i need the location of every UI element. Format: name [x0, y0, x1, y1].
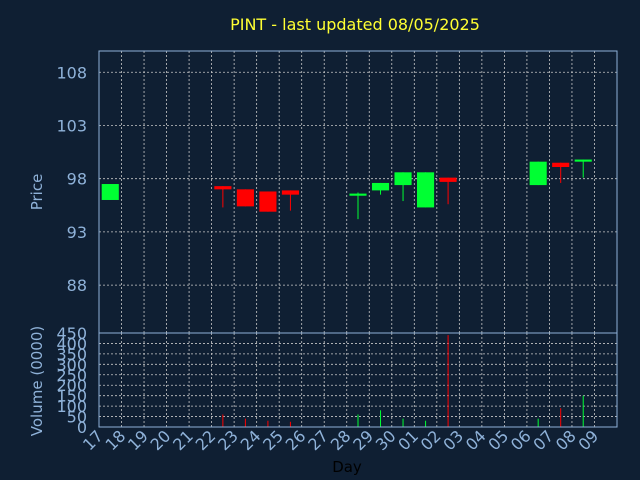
candle-body — [529, 161, 547, 186]
candle-body — [214, 186, 232, 190]
volume-tick-label: 300 — [56, 355, 87, 374]
price-tick-label: 93 — [67, 223, 87, 242]
volume-tick-label: 250 — [56, 366, 87, 385]
price-panel-frame — [98, 50, 618, 334]
price-tick-label: 88 — [67, 276, 87, 295]
candle-body — [259, 191, 277, 212]
volume-tick-label: 100 — [56, 397, 87, 416]
chart-title: PINT - last updated 08/05/2025 — [230, 15, 480, 34]
plot-area: 8893981031080501001502002503003504004501… — [56, 50, 618, 454]
volume-axis-label: Volume (0000) — [28, 326, 46, 436]
volume-tick-label: 150 — [56, 387, 87, 406]
candle-body — [101, 184, 119, 200]
x-axis-label: Day — [332, 458, 362, 476]
price-tick-label: 98 — [67, 170, 87, 189]
candle-body — [349, 193, 367, 196]
candle-body — [281, 190, 299, 195]
volume-tick-label: 400 — [56, 334, 87, 353]
volume-tick-label: 50 — [67, 408, 87, 427]
price-tick-label: 103 — [56, 116, 87, 135]
volume-tick-label: 350 — [56, 345, 87, 364]
candle-body — [394, 172, 412, 186]
candle-body — [417, 172, 435, 208]
candle-body — [236, 189, 254, 207]
candle-body — [371, 182, 390, 191]
price-axis-label: Price — [28, 174, 46, 211]
candle-body — [574, 159, 592, 162]
volume-tick-label: 450 — [56, 324, 87, 343]
price-tick-label: 108 — [56, 63, 87, 82]
volume-tick-label: 200 — [56, 376, 87, 395]
candle-body — [552, 162, 570, 167]
volume-panel-frame — [98, 332, 618, 428]
volume-tick-label: 0 — [77, 418, 87, 437]
x-tick-label: 09 — [574, 426, 602, 454]
candle-body — [439, 177, 457, 182]
